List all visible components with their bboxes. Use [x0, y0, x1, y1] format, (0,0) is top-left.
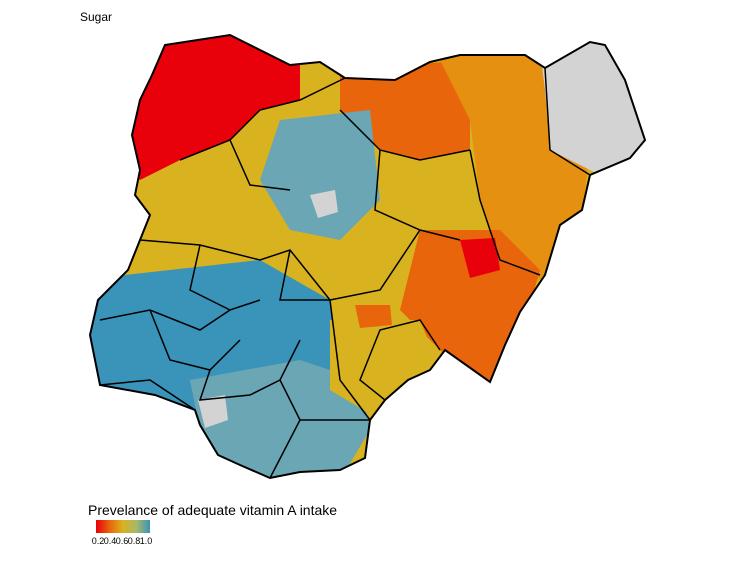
- map-title: Sugar: [80, 10, 113, 24]
- state-border: [198, 339, 301, 401]
- state-border: [229, 139, 291, 191]
- state-border: [329, 299, 371, 421]
- state-border: [374, 149, 461, 241]
- state-border: [469, 149, 541, 276]
- state-border: [189, 244, 261, 311]
- legend-color-bar: [96, 520, 150, 533]
- state-border: [99, 379, 196, 411]
- state-border: [544, 67, 591, 176]
- region-far-north-east: [540, 35, 645, 175]
- legend-tick: 0.4: [103, 536, 117, 546]
- state-border: [149, 309, 241, 371]
- region-kogi-red: [355, 305, 392, 328]
- state-border: [359, 319, 441, 401]
- legend-tick: 0.6: [115, 536, 129, 546]
- region-lagos-missing: [198, 395, 228, 428]
- region-south-west: [190, 360, 370, 478]
- legend-title: Prevelance of adequate vitamin A intake: [88, 502, 338, 518]
- state-border: [339, 109, 471, 161]
- legend: Prevelance of adequate vitamin A intake …: [88, 502, 338, 546]
- legend-tick: 0.2: [91, 536, 105, 546]
- region-middle-belt: [260, 110, 380, 240]
- state-border: [179, 77, 346, 161]
- region-south-east: [330, 320, 440, 420]
- legend-tick: 1.0: [139, 536, 153, 546]
- region-fct-red: [460, 238, 500, 278]
- state-borders: [99, 67, 591, 479]
- legend-ticks: 0.2 0.4 0.6 0.8 1.0: [88, 536, 168, 548]
- legend-tick: 0.8: [127, 536, 141, 546]
- region-north-west: [120, 35, 300, 180]
- state-border: [139, 239, 331, 301]
- choropleth-map: [89, 34, 646, 479]
- region-kano-missing: [310, 190, 338, 218]
- state-border: [99, 309, 231, 331]
